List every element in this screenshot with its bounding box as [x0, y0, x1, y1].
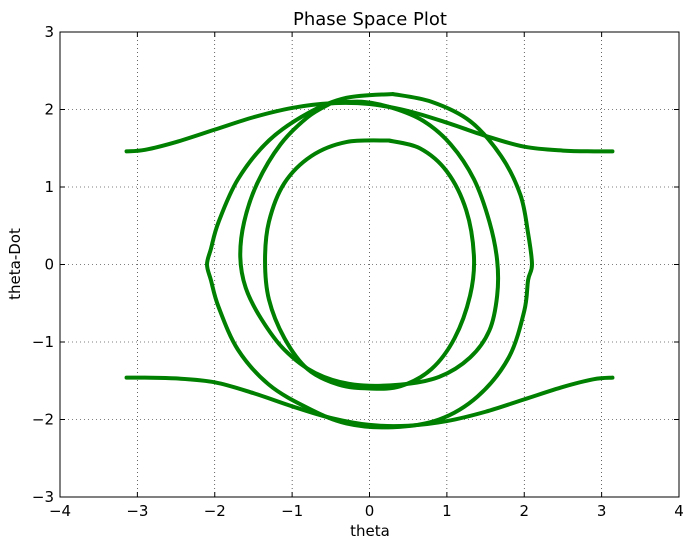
- y-axis-label: theta-Dot: [6, 228, 24, 300]
- tick-marks: [59, 31, 680, 498]
- series-line-4: [238, 99, 501, 388]
- x-tick-label: −1: [281, 502, 303, 520]
- x-tick-label: 3: [597, 502, 607, 520]
- series-line-3: [205, 92, 534, 430]
- y-tick-label: −1: [32, 333, 54, 351]
- x-tick-label: −2: [204, 502, 226, 520]
- y-tick-label: −3: [32, 488, 54, 506]
- x-tick-labels: −4 −3 −2 −1 0 1 2 3 4: [49, 502, 684, 520]
- x-axis-label: theta: [350, 522, 390, 540]
- x-tick-label: 0: [365, 502, 375, 520]
- series-lines: [124, 92, 615, 430]
- y-tick-label: 0: [44, 256, 54, 274]
- x-tick-label: 2: [519, 502, 529, 520]
- x-tick-label: −4: [49, 502, 71, 520]
- x-tick-label: 4: [674, 502, 684, 520]
- x-tick-label: −3: [126, 502, 148, 520]
- chart-title: Phase Space Plot: [293, 9, 447, 30]
- y-tick-label: −2: [32, 411, 54, 429]
- y-tick-labels: −3 −2 −1 0 1 2 3: [32, 23, 54, 506]
- grid-lines: [60, 32, 679, 497]
- x-tick-label: 1: [442, 502, 452, 520]
- y-tick-label: 3: [44, 23, 54, 41]
- y-tick-label: 2: [44, 101, 54, 119]
- series-line-5: [263, 138, 477, 391]
- y-tick-label: 1: [44, 178, 54, 196]
